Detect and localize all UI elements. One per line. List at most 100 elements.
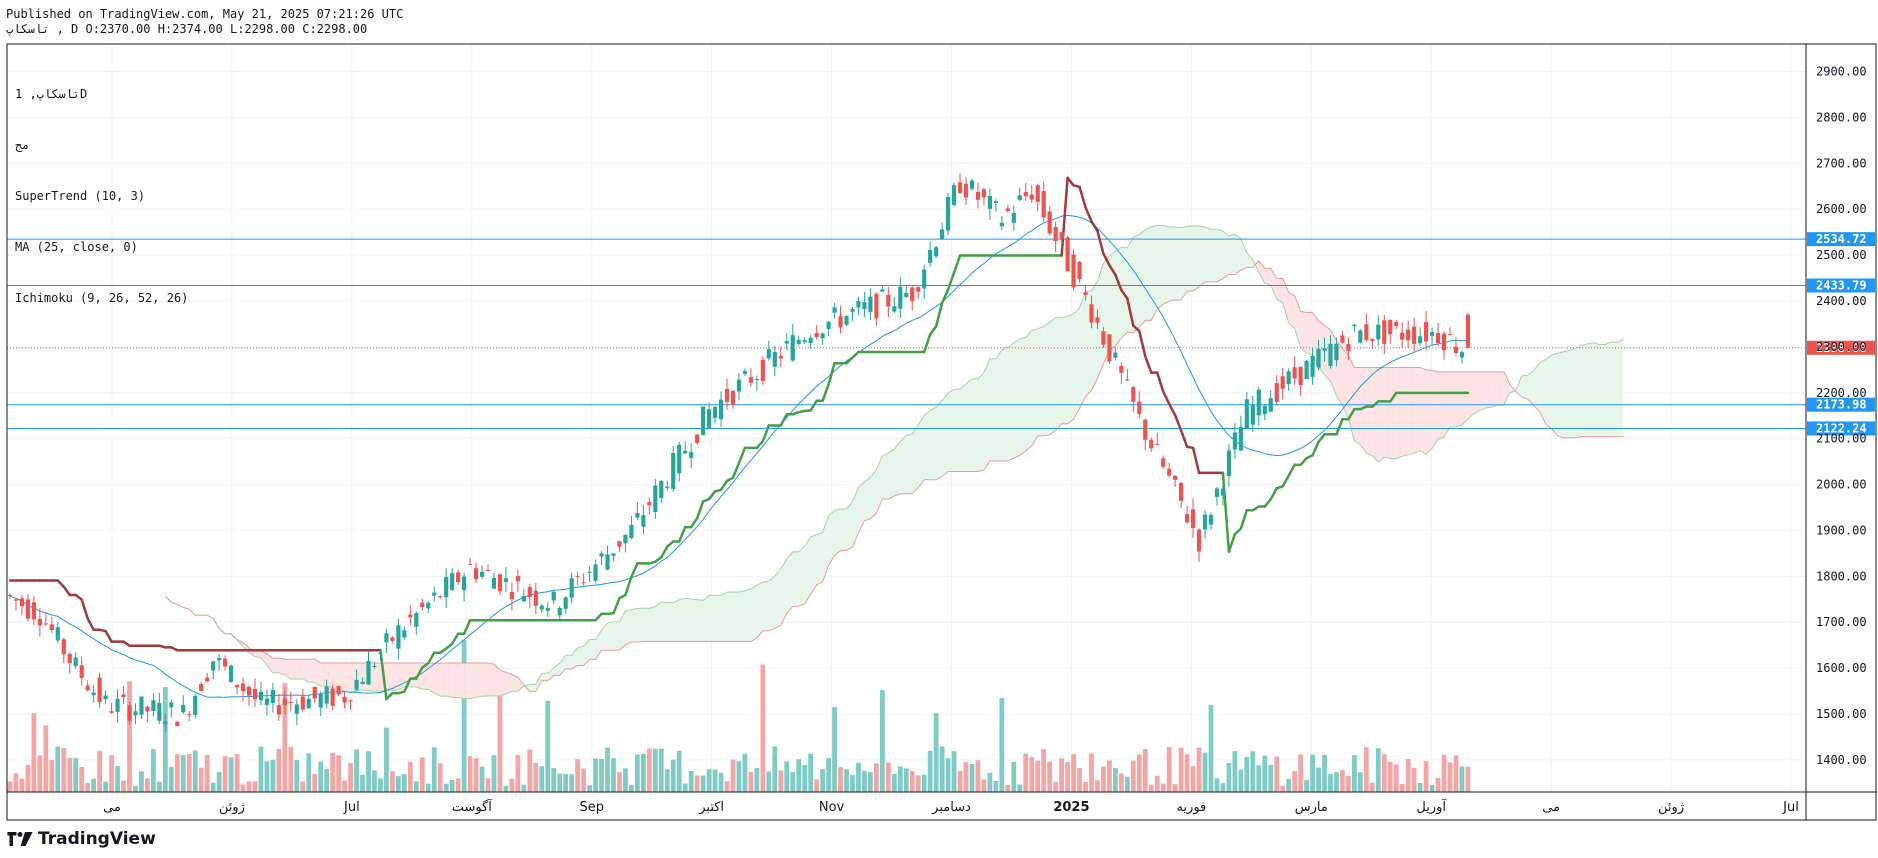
cloud-segment xyxy=(1551,353,1558,436)
candle-body xyxy=(1208,514,1214,525)
cloud-segment xyxy=(1324,325,1331,382)
candle-body xyxy=(456,572,461,583)
supertrend-segment xyxy=(1066,176,1075,187)
volume-bar xyxy=(832,707,837,792)
volume-bar xyxy=(282,682,288,792)
candle-body xyxy=(1065,237,1070,272)
legend-supertrend[interactable]: SuperTrend (10, 3) xyxy=(15,189,146,203)
legend-ma[interactable]: MA (25, close, 0) xyxy=(15,240,138,254)
candle-body xyxy=(324,686,329,704)
volume-bar xyxy=(354,749,359,792)
cloud-segment xyxy=(625,609,632,645)
price-chart[interactable]: 2534.72 2433.79 2173.98 2122.24 2298.00 1400… xyxy=(0,0,1878,830)
cloud-segment xyxy=(727,591,733,642)
cloud-segment xyxy=(386,662,393,691)
supertrend-segment xyxy=(1179,429,1189,448)
candle-body xyxy=(880,289,885,292)
candle-body xyxy=(563,597,568,609)
cloud-segment xyxy=(1569,348,1576,438)
candle-body xyxy=(1310,356,1315,377)
supertrend-segment xyxy=(1239,509,1249,530)
candle-body xyxy=(790,335,795,361)
volume-bar xyxy=(1381,754,1387,792)
supertrend-segment xyxy=(1167,402,1177,417)
cloud-segment xyxy=(1485,371,1492,408)
candle-body xyxy=(1190,509,1196,528)
cloud-segment xyxy=(529,684,536,692)
volume-bar xyxy=(987,772,993,792)
cloud-segment xyxy=(505,672,512,694)
x-tick-label: می xyxy=(103,800,121,815)
volume-bar xyxy=(646,748,652,792)
candle-body xyxy=(605,554,610,570)
cloud-segment xyxy=(995,349,1002,461)
volume-bar xyxy=(700,775,706,792)
volume-bar xyxy=(336,755,342,792)
volume-bar xyxy=(210,782,216,792)
legend-symbol[interactable]: تاسکاپ, 1D xyxy=(15,87,88,101)
volume-bar xyxy=(1071,754,1076,792)
candle-body xyxy=(778,355,783,359)
volume-bar xyxy=(437,763,443,792)
volume-bar xyxy=(969,764,975,792)
cloud-segment xyxy=(643,608,650,642)
cloud-segment xyxy=(1097,263,1104,379)
cloud-segment xyxy=(1432,370,1439,449)
volume-bar xyxy=(1441,754,1447,792)
candle-body xyxy=(934,247,939,257)
volume-bar xyxy=(808,753,814,792)
y-tick-label: 2100.00 xyxy=(1816,432,1867,446)
candle-body xyxy=(898,286,903,309)
volume-bar xyxy=(1399,783,1405,792)
legend-ichimoku[interactable]: Ichimoku (9, 26, 52, 26) xyxy=(15,291,189,305)
supertrend-segment xyxy=(946,271,956,291)
volume-bar xyxy=(927,750,933,792)
supertrend-segment xyxy=(86,617,95,631)
volume-bar xyxy=(862,770,867,792)
volume-bar xyxy=(1286,778,1292,792)
candle-body xyxy=(372,666,377,668)
cloud-segment xyxy=(1222,231,1229,279)
supertrend-segment xyxy=(845,356,854,365)
supertrend-segment xyxy=(1371,400,1380,408)
cloud-segment xyxy=(864,477,871,521)
cloud-segment xyxy=(583,639,590,666)
volume-bar xyxy=(1352,755,1357,792)
volume-bar xyxy=(276,748,282,792)
volume-bar xyxy=(79,767,85,792)
cloud-segment xyxy=(930,407,937,480)
candle-body xyxy=(103,695,108,700)
legend-exchange: مج xyxy=(15,138,30,152)
cloud-segment xyxy=(493,664,500,697)
candle-body xyxy=(414,612,419,627)
candle-body xyxy=(665,486,670,488)
candle-body xyxy=(862,302,867,310)
volume-bar xyxy=(868,772,873,792)
cloud-segment xyxy=(852,487,859,547)
cloud-segment xyxy=(1175,227,1182,301)
cloud-segment xyxy=(499,670,506,697)
volume-bar xyxy=(784,761,790,792)
supertrend-segment xyxy=(104,629,113,643)
volume-bar xyxy=(1375,748,1381,792)
supertrend-segment xyxy=(737,446,747,465)
supertrend-segment xyxy=(415,666,424,680)
volume-bar xyxy=(796,759,802,792)
candle-body xyxy=(1334,343,1339,361)
supertrend-line xyxy=(8,176,1470,701)
candle-body xyxy=(587,571,592,573)
volume-bar xyxy=(1184,754,1190,792)
volume-bar xyxy=(151,748,156,792)
cloud-segment xyxy=(1515,375,1522,397)
volume-bar xyxy=(539,766,545,792)
cloud-segment xyxy=(1181,226,1188,301)
candle-body xyxy=(217,658,222,661)
candle-body xyxy=(205,677,210,682)
candle-body xyxy=(1232,432,1237,450)
cloud-segment xyxy=(1013,338,1020,459)
supertrend-segment xyxy=(928,324,938,336)
tradingview-brand: TradingView xyxy=(7,829,156,849)
cloud-segment xyxy=(254,650,261,658)
supertrend-segment xyxy=(761,424,771,443)
cloud-segment xyxy=(750,585,757,642)
